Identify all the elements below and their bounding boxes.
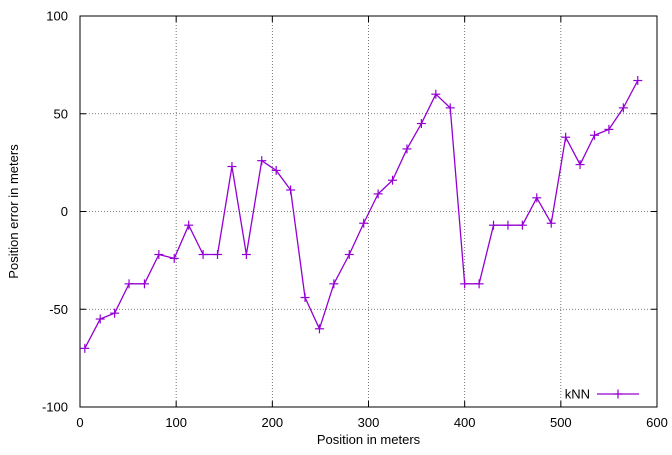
x-tick-label: 600 — [646, 415, 668, 430]
data-point — [416, 119, 426, 129]
data-point — [344, 250, 354, 260]
grid-lines — [80, 16, 657, 407]
x-axis-label: Position in meters — [317, 432, 421, 447]
data-point — [431, 89, 441, 99]
data-point — [388, 175, 398, 185]
y-tick-label: -100 — [42, 400, 68, 415]
data-point — [613, 389, 623, 399]
data-point — [489, 220, 499, 230]
series-line-kNN — [84, 80, 639, 349]
legend: kNN — [565, 387, 639, 402]
data-point — [460, 279, 470, 289]
data-point — [227, 162, 237, 172]
y-axis-label: Position error in meters — [6, 144, 21, 279]
data-point — [445, 103, 455, 113]
data-point — [154, 250, 164, 260]
data-point — [300, 293, 310, 303]
x-tick-label: 0 — [76, 415, 83, 430]
data-point — [589, 130, 599, 140]
x-tick-label: 200 — [261, 415, 283, 430]
data-point — [532, 193, 542, 203]
data-point — [329, 279, 339, 289]
data-point — [95, 314, 105, 324]
x-tick-label: 100 — [165, 415, 187, 430]
data-point — [139, 279, 149, 289]
data-point — [561, 132, 571, 142]
data-point — [503, 220, 513, 230]
y-tick-label: 0 — [61, 204, 68, 219]
data-point — [213, 250, 223, 260]
data-point — [271, 165, 281, 175]
data-point — [184, 220, 194, 230]
legend-label: kNN — [565, 387, 590, 402]
data-point — [517, 220, 527, 230]
data-point — [633, 76, 643, 86]
x-tick-label: 400 — [454, 415, 476, 430]
y-tick-label: 50 — [54, 106, 68, 121]
x-tick-label: 500 — [550, 415, 572, 430]
data-point — [257, 156, 267, 166]
data-point — [110, 308, 120, 318]
data-point — [359, 218, 369, 228]
data-point — [169, 253, 179, 263]
data-point — [286, 185, 296, 195]
data-point — [618, 103, 628, 113]
series-layer — [80, 76, 643, 353]
y-tick-label: -50 — [49, 302, 68, 317]
legend-marker — [613, 389, 623, 399]
data-point — [241, 250, 251, 260]
data-point — [373, 189, 383, 199]
data-point — [546, 218, 556, 228]
data-point — [198, 250, 208, 260]
y-tick-label: 100 — [46, 9, 68, 24]
data-point — [402, 144, 412, 154]
x-tick-label: 300 — [358, 415, 380, 430]
data-point — [80, 343, 90, 353]
data-point — [604, 124, 614, 134]
data-point — [314, 324, 324, 334]
data-point — [474, 279, 484, 289]
data-point — [124, 279, 134, 289]
axis-ticks: 0 100 200 300 400 500 600 -100 -50 0 50 100 — [42, 9, 668, 431]
data-point — [575, 160, 585, 170]
